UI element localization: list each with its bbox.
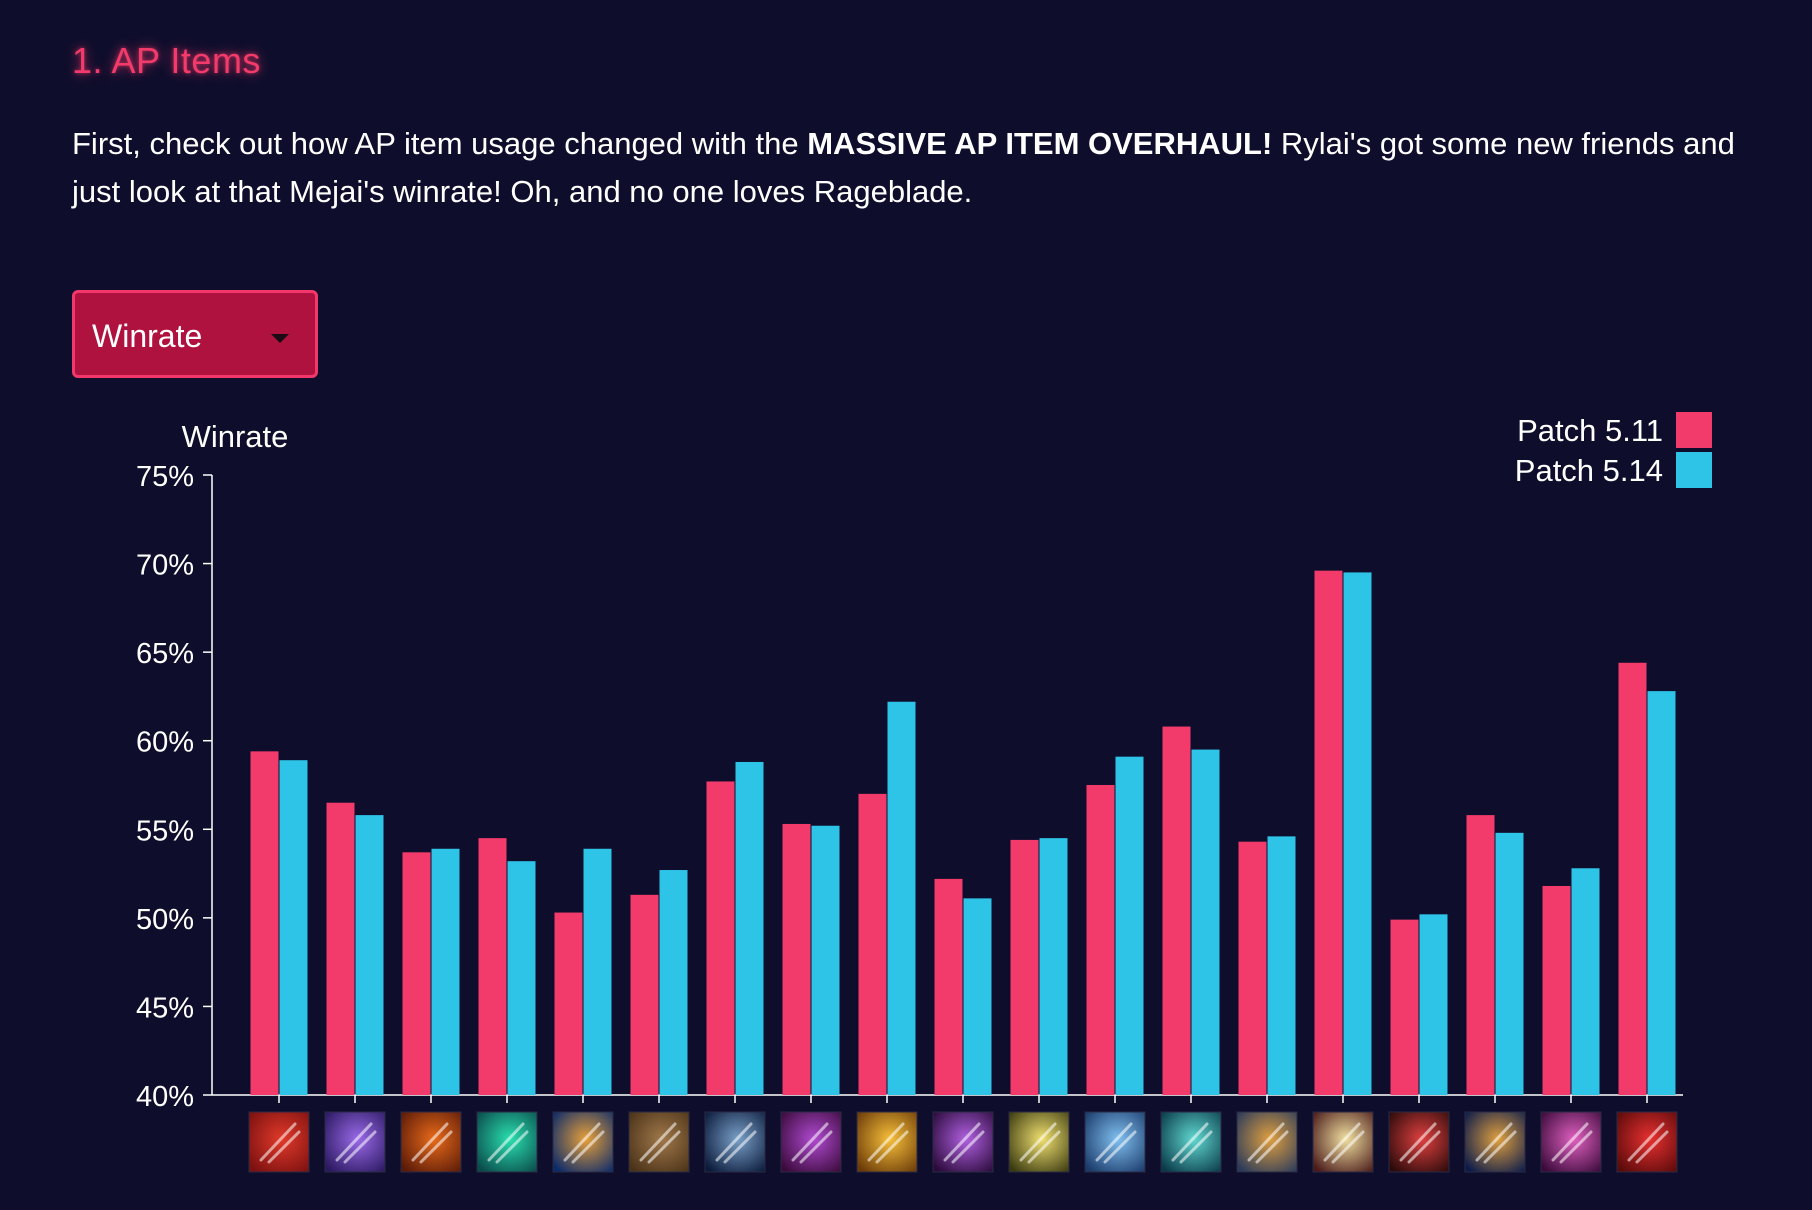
y-tick-label: 55% (136, 815, 194, 847)
y-tick-label: 45% (136, 992, 194, 1024)
item-icon-13 (1160, 1111, 1222, 1173)
bar-patch-5-14 (1115, 756, 1144, 1095)
bar-patch-5-11 (1466, 815, 1495, 1095)
bar-patch-5-11 (1542, 885, 1571, 1095)
bar-patch-5-11 (934, 878, 963, 1095)
bar-patch-5-11 (554, 912, 583, 1095)
y-tick-label: 50% (136, 904, 194, 936)
item-icon-6 (628, 1111, 690, 1173)
bar-patch-5-11 (1618, 662, 1647, 1095)
section-title: 1. AP Items (72, 40, 261, 81)
bar-patch-5-11 (250, 751, 279, 1095)
bar-patch-5-14 (1267, 836, 1296, 1095)
bar-patch-5-11 (706, 781, 735, 1095)
intro-text-before: First, check out how AP item usage chang… (72, 126, 808, 161)
bar-patch-5-14 (1571, 868, 1600, 1095)
legend: Patch 5.11 Patch 5.14 (1515, 412, 1712, 488)
bar-patch-5-14 (279, 760, 308, 1095)
bar-patch-5-11 (1390, 919, 1419, 1095)
y-axis: 40% 45% 50% 55% 60% 65% 70% 75% (136, 461, 213, 1113)
bar-patch-5-11 (782, 823, 811, 1095)
legend-swatch (1676, 452, 1712, 488)
intro-text-after: Rylai's got some new friends and just lo… (72, 126, 1735, 209)
item-icon-8 (780, 1111, 842, 1173)
bar-patch-5-14 (659, 870, 688, 1095)
bar-patch-5-11 (858, 793, 887, 1095)
bar-patch-5-14 (1647, 691, 1676, 1095)
metric-dropdown[interactable]: Winrate (72, 290, 318, 378)
item-icon-18 (1540, 1111, 1602, 1173)
bar-patch-5-14 (431, 848, 460, 1095)
item-icon-16 (1388, 1111, 1450, 1173)
metric-dropdown-label: Winrate (92, 318, 203, 354)
bar-patch-5-14 (507, 861, 536, 1095)
bar-patch-5-14 (1191, 749, 1220, 1095)
bar-patch-5-11 (1238, 841, 1267, 1095)
bar-patch-5-11 (402, 852, 431, 1095)
bar-patch-5-14 (1419, 914, 1448, 1095)
bar-patch-5-14 (355, 815, 384, 1095)
bar-patch-5-14 (1495, 832, 1524, 1095)
y-tick-label: 70% (136, 550, 194, 582)
bar-patch-5-11 (1010, 839, 1039, 1095)
intro-paragraph: First, check out how AP item usage chang… (72, 120, 1772, 216)
item-icon-7 (704, 1111, 766, 1173)
item-icon-5 (552, 1111, 614, 1173)
bar-patch-5-14 (735, 761, 764, 1095)
y-tick-label: 40% (136, 1081, 194, 1113)
bar-patch-5-14 (887, 701, 916, 1095)
caret-down-icon (271, 334, 289, 343)
y-axis-label: Winrate (182, 419, 289, 454)
item-icon-3 (400, 1111, 462, 1173)
item-icon-1 (248, 1111, 310, 1173)
y-tick-label: 60% (136, 727, 194, 759)
legend-swatch (1676, 412, 1712, 448)
bar-patch-5-14 (963, 898, 992, 1095)
bar-patch-5-11 (326, 802, 355, 1095)
bar-patch-5-14 (1039, 838, 1068, 1095)
legend-label: Patch 5.11 (1517, 413, 1663, 448)
item-icon-2 (324, 1111, 386, 1173)
y-tick-label: 75% (136, 461, 194, 493)
item-icon-19 (1616, 1111, 1678, 1173)
bar-patch-5-14 (811, 825, 840, 1095)
item-icon-10 (932, 1111, 994, 1173)
x-axis (212, 1094, 1683, 1103)
bar-patch-5-11 (1162, 726, 1191, 1095)
bar-patch-5-11 (478, 838, 507, 1095)
bars (250, 570, 1676, 1095)
intro-bold-text: MASSIVE AP ITEM OVERHAUL! (807, 126, 1273, 161)
item-icon-11 (1008, 1111, 1070, 1173)
item-icon-4 (476, 1111, 538, 1173)
bar-patch-5-14 (583, 848, 612, 1095)
legend-label: Patch 5.14 (1515, 453, 1663, 488)
bar-patch-5-11 (1086, 785, 1115, 1095)
item-icon-14 (1236, 1111, 1298, 1173)
category-icons (248, 1111, 1678, 1173)
bar-patch-5-11 (630, 894, 659, 1095)
item-icon-15 (1312, 1111, 1374, 1173)
bar-patch-5-11 (1314, 570, 1343, 1095)
bar-patch-5-14 (1343, 572, 1372, 1095)
item-icon-9 (856, 1111, 918, 1173)
y-tick-label: 65% (136, 638, 194, 670)
item-icon-12 (1084, 1111, 1146, 1173)
item-icon-17 (1464, 1111, 1526, 1173)
